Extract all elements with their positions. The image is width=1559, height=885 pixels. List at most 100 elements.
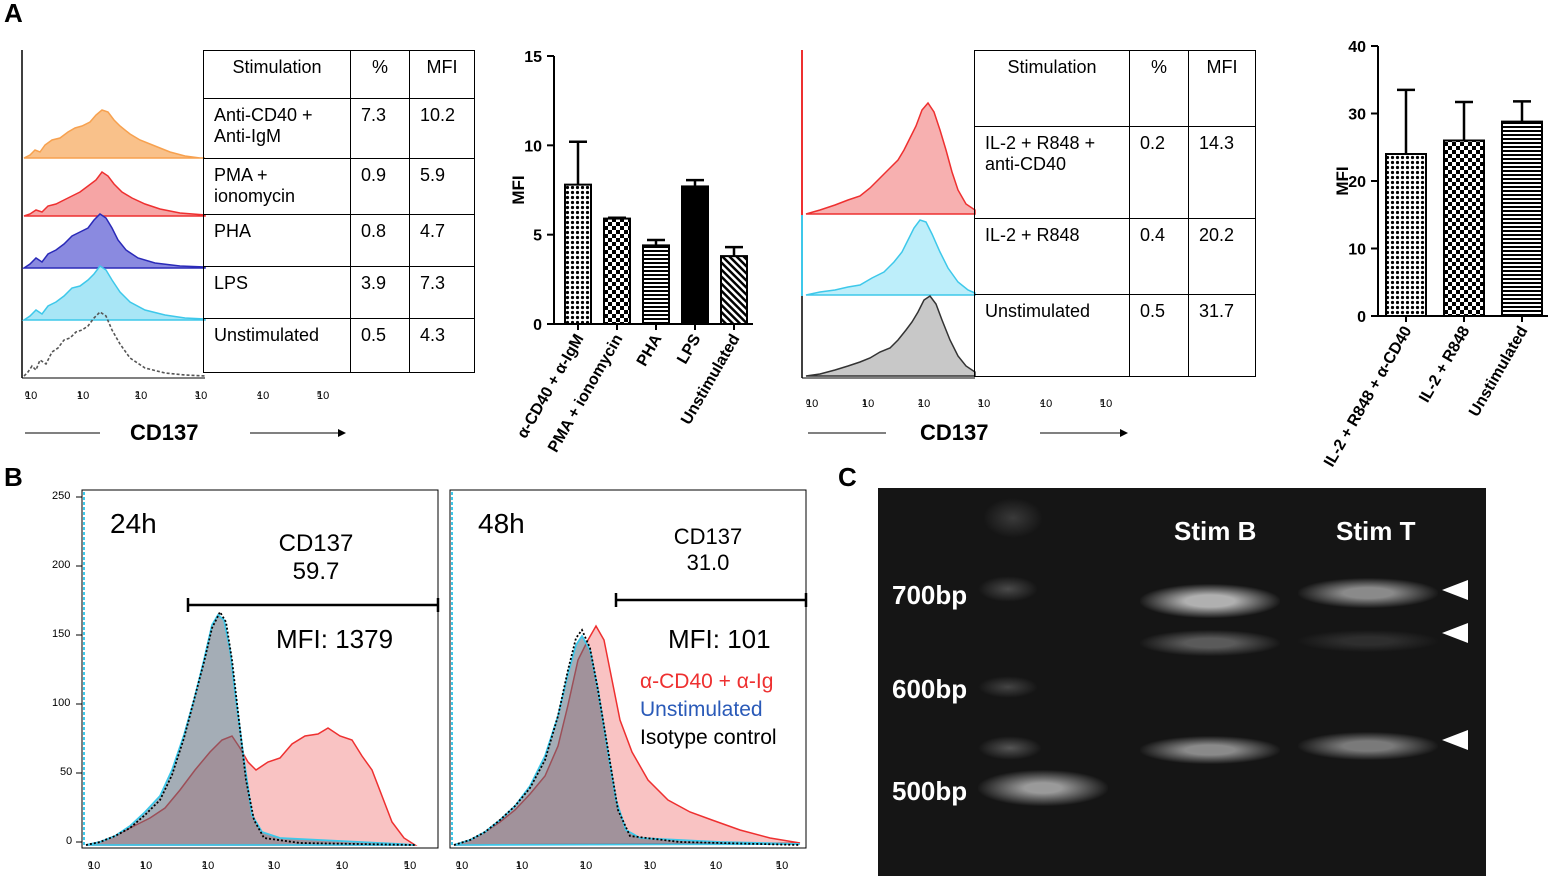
gel-band	[978, 576, 1038, 602]
tick-label: 10 3	[195, 390, 208, 402]
pct-value: 0.2	[1129, 126, 1189, 219]
time-label-24h: 24h	[110, 508, 157, 539]
pct-value: 0.5	[1129, 294, 1189, 377]
bar	[720, 255, 748, 326]
y-axis-label: MFI	[1333, 166, 1352, 195]
bar	[642, 244, 670, 326]
table-header-mfi: MFI	[409, 50, 475, 99]
tick-label: 10 2	[135, 390, 148, 402]
y-tick-label: 5	[533, 228, 542, 245]
table-header-stim: Stimulation	[974, 50, 1130, 127]
arrowhead-icon	[1442, 730, 1468, 750]
pct-value: 0.9	[350, 158, 410, 215]
stim-table-a2: Stimulation % MFI IL-2 + R848 + anti-CD40…	[974, 50, 1256, 377]
tick-label: 10 5	[317, 390, 330, 402]
hist-unstimulated-a	[23, 310, 206, 377]
gate-name: CD137	[278, 530, 354, 557]
gate-label-24h: CD137 59.7	[276, 530, 356, 586]
hist-pma-ionomycin	[23, 170, 206, 217]
gel-band-stimb-540	[1140, 736, 1280, 764]
tick-label: 10 5	[1100, 398, 1113, 410]
stim-line: Anti-IgM	[214, 126, 282, 146]
mfi-value: 31.7	[1188, 294, 1256, 377]
mfi-label-24h: MFI: 1379	[276, 624, 394, 654]
gel-band-stimb-700	[1140, 584, 1280, 618]
tick-label: 10 4	[1040, 398, 1053, 410]
gate-name: CD137	[673, 524, 743, 549]
hist-pha	[21, 213, 206, 269]
gel-image: Stim B Stim T 700bp 600bp 500bp	[878, 488, 1486, 876]
stim-line: ionomycin	[214, 186, 296, 206]
gel-band	[983, 498, 1043, 538]
panel-label-a: A	[4, 0, 23, 28]
tick-label: 0	[66, 835, 73, 847]
pct-value: 3.9	[350, 266, 410, 319]
xlabel-cd137-a1: CD137	[130, 420, 199, 445]
pct-value: 0.8	[350, 214, 410, 267]
ladder-label-700: 700bp	[892, 580, 968, 610]
tick-label: 10 1	[862, 398, 875, 410]
stim-table-a1: Stimulation % MFI Anti-CD40 + Anti-IgM 7.…	[203, 50, 475, 373]
tick-label: 10 3	[978, 398, 991, 410]
stim-line: anti-CD40	[985, 154, 1067, 174]
tick-label: 200	[52, 559, 71, 571]
bar	[603, 217, 631, 325]
table-header-mfi: MFI	[1188, 50, 1256, 127]
arrowheads	[1442, 580, 1468, 750]
tick-label: 100	[52, 697, 71, 709]
arrowhead-icon	[1442, 623, 1468, 643]
table-row: Unstimulated 0.5 4.3	[203, 318, 475, 373]
y-tick-label: 20	[1348, 174, 1366, 191]
y-tick-label: 0	[1357, 309, 1366, 326]
pct-value: 7.3	[350, 98, 410, 159]
y-tick-label: 10	[524, 138, 542, 155]
mfi-value: 5.9	[409, 158, 475, 215]
legend-item-unstim: Unstimulated	[640, 698, 763, 721]
tick-label: 150	[52, 628, 71, 640]
tick-label: 10 1	[516, 860, 529, 872]
stim-line: Unstimulated	[974, 294, 1130, 377]
mfi-value: 10.2	[409, 98, 475, 159]
tick-label: 10 2	[202, 860, 215, 872]
table-row: PMA + ionomycin 0.9 5.9	[203, 158, 475, 215]
bar	[1501, 120, 1543, 317]
tick-label: 50	[60, 766, 73, 778]
mfi-value: 14.3	[1188, 126, 1256, 219]
gel-band-500	[978, 770, 1108, 806]
y-tick-label: 30	[1348, 107, 1366, 124]
bar	[564, 183, 592, 325]
lane-label-stim-b: Stim B	[1174, 516, 1257, 546]
mfi-value: 20.2	[1188, 218, 1256, 295]
gel-band-stimb-650	[1140, 630, 1280, 656]
arrowhead-icon	[1442, 580, 1468, 600]
tick-label: 10 4	[336, 860, 349, 872]
hist-unstim-48h	[453, 634, 801, 846]
mfi-value: 7.3	[409, 266, 475, 319]
xlabel-cd137-a2: CD137	[920, 420, 989, 445]
tick-label: 10 5	[404, 860, 417, 872]
panel-label-c: C	[838, 462, 857, 492]
y-tick-label: 10	[1348, 242, 1366, 259]
stim-line: LPS	[203, 266, 351, 319]
stim-line: IL-2 + R848	[974, 218, 1130, 295]
gel-band	[978, 676, 1038, 698]
hist-lps	[21, 264, 206, 321]
mfi-label-48h: MFI: 101	[668, 624, 771, 654]
tick-label: 10 3	[268, 860, 281, 872]
tick-label: 10 4	[710, 860, 723, 872]
hist-il2-r848-cd40	[805, 101, 976, 215]
table-row: Unstimulated 0.5 31.7	[974, 294, 1256, 377]
stim-line: PMA +	[214, 165, 268, 185]
panel-label-b: B	[4, 462, 23, 492]
gel-band-stimt-700	[1298, 578, 1438, 608]
bar	[1443, 139, 1485, 317]
y-axis-label: MFI	[509, 175, 528, 204]
ladder-label-600: 600bp	[892, 674, 968, 704]
tick-label: 10 2	[580, 860, 593, 872]
hist-unstimulated-a2	[805, 294, 976, 377]
